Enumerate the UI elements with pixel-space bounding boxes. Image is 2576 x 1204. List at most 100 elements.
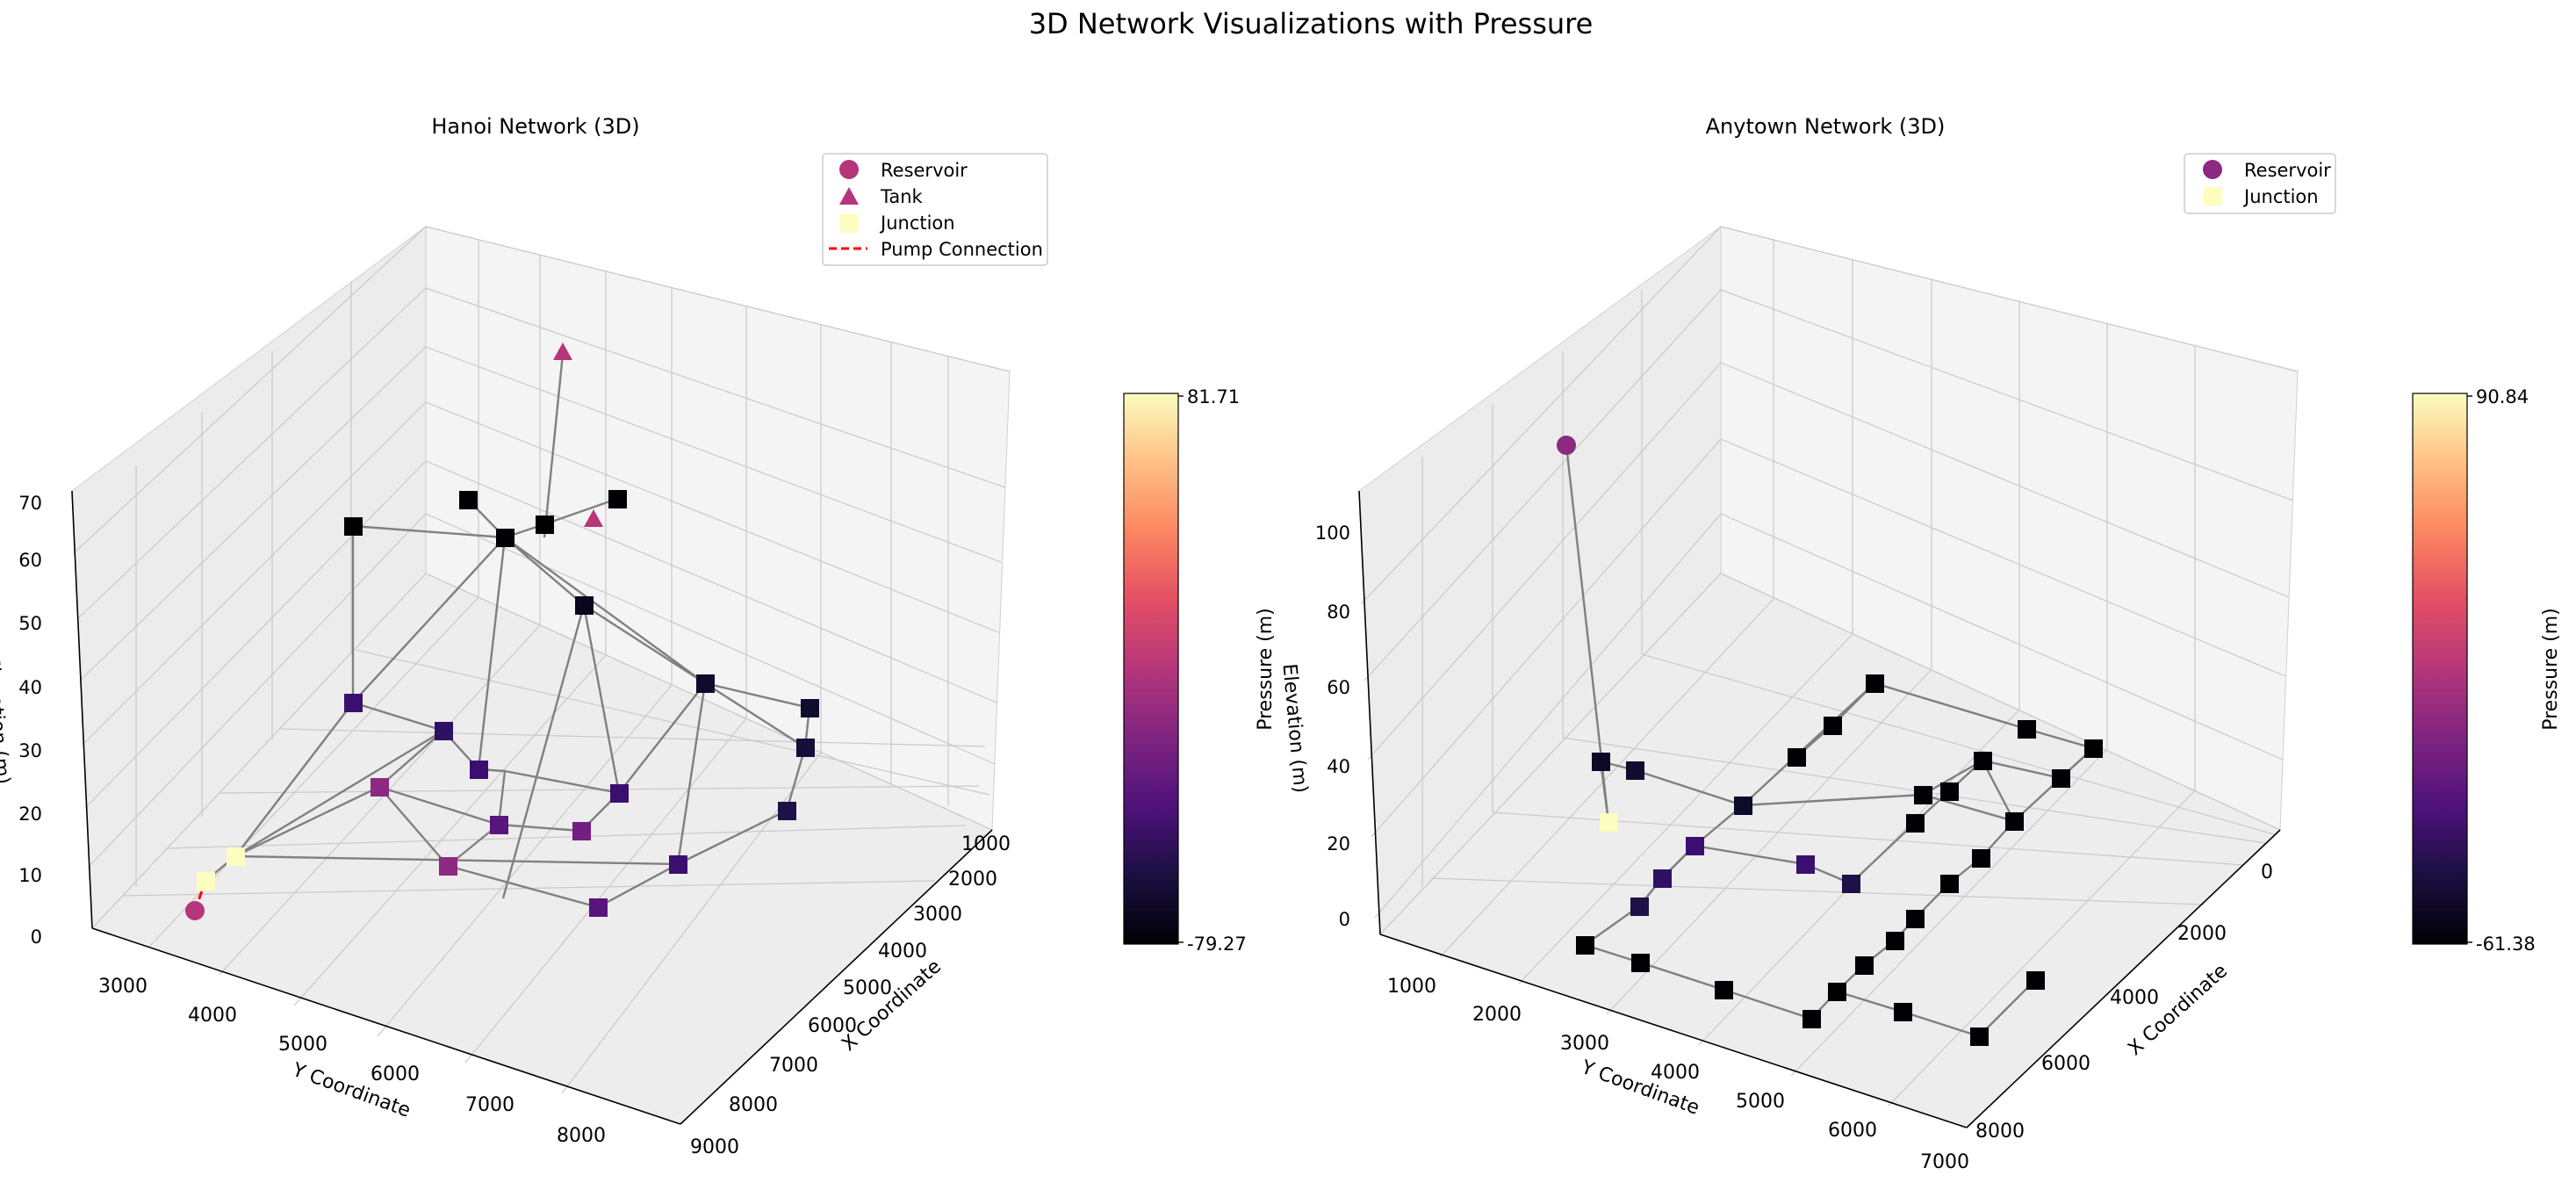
anytown-edge <box>1634 768 1744 807</box>
anytown-junction <box>1940 875 1959 893</box>
anytown-grid <box>1360 226 2299 1107</box>
hanoi-colorbar-label: Pressure (m) <box>1255 608 1277 731</box>
hanoi-edge <box>676 682 707 865</box>
anytown-legend-label: Reservoir <box>2244 160 2331 181</box>
anytown-x-tick-label: 6000 <box>2041 1053 2090 1075</box>
hanoi-edge <box>234 729 444 858</box>
anytown-legend-label: Junction <box>2242 186 2319 207</box>
anytown-edge <box>1742 793 1924 807</box>
legend-tank-marker <box>839 187 859 205</box>
hanoi-junction <box>572 822 591 840</box>
anytown-edge <box>1981 760 2016 822</box>
anytown-junction <box>1788 748 1806 767</box>
anytown-junction <box>1866 674 1884 693</box>
anytown-y-tick-label: 5000 <box>1736 1091 1785 1113</box>
legend-reservoir-marker <box>2203 160 2222 179</box>
anytown-junction <box>2084 739 2103 758</box>
hanoi-colorbar-max: 81.71 <box>1187 386 1240 407</box>
hanoi-edge <box>501 604 586 899</box>
hanoi-junction <box>610 784 629 803</box>
hanoi-junction <box>344 517 363 536</box>
hanoi-junction <box>589 898 608 917</box>
anytown-junction <box>1974 752 1992 770</box>
anytown-edge <box>1982 759 2062 780</box>
anytown-junction <box>1972 849 1990 868</box>
hanoi-junction <box>470 761 488 779</box>
anytown-title: Anytown Network (3D) <box>1706 114 1946 139</box>
hanoi-axes <box>71 490 993 1125</box>
hanoi-junction <box>435 722 453 740</box>
anytown-junction <box>1592 753 1610 771</box>
hanoi-edge <box>704 681 810 710</box>
hanoi-edge <box>477 537 507 770</box>
hanoi-junction <box>459 491 478 509</box>
anytown-edge <box>1922 759 1983 797</box>
anytown-junction <box>1626 761 1644 780</box>
hanoi-x-ticks: 1000 2000 3000 4000 5000 6000 7000 8000 … <box>690 833 1011 1158</box>
hanoi-edge <box>543 353 565 538</box>
anytown-junction <box>1940 782 1959 801</box>
hanoi-x-tick-label: 4000 <box>878 941 927 962</box>
hanoi-x-tick-label: 7000 <box>769 1055 818 1077</box>
hanoi-x-label: X Coordinate <box>838 955 946 1056</box>
hanoi-edge <box>498 823 582 833</box>
figure-title: 3D Network Visualizations with Pressure <box>1029 7 1594 40</box>
hanoi-junction <box>227 847 245 866</box>
anytown-x-tick-label: 0 <box>2261 862 2273 883</box>
hanoi-legend-frame <box>822 153 1048 266</box>
hanoi-junction <box>608 490 627 508</box>
anytown-y-tick-label: 3000 <box>1560 1033 1609 1055</box>
hanoi-junction <box>575 596 594 615</box>
hanoi-edge <box>234 702 354 857</box>
anytown-x-ticks: 0 2000 4000 6000 8000 <box>1975 862 2273 1143</box>
hanoi-grid <box>73 226 1011 1094</box>
hanoi-edge <box>352 701 444 732</box>
hanoi-tank <box>553 342 572 360</box>
anytown-junction <box>1630 898 1649 916</box>
anytown-junction <box>1600 813 1618 832</box>
anytown-z-label: Elevation (m) <box>1278 663 1312 794</box>
hanoi-junction <box>344 694 363 712</box>
anytown-edge <box>1850 822 1916 884</box>
hanoi-z-ticks: 0 10 20 30 40 50 60 70 <box>18 493 42 948</box>
hanoi-edge <box>497 770 507 825</box>
anytown-junction <box>1802 1010 1821 1028</box>
anytown-colorbar-label: Pressure (m) <box>2540 608 2562 731</box>
hanoi-edge <box>352 524 506 539</box>
anytown-y-tick-label: 4000 <box>1651 1062 1700 1084</box>
hanoi-edge <box>677 809 788 866</box>
hanoi-z-tick-label: 10 <box>18 865 42 886</box>
hanoi-legend-label: Pump Connection <box>881 239 1043 260</box>
anytown-junction <box>1886 932 1904 950</box>
anytown-colorbar-max: 90.84 <box>2476 386 2529 407</box>
hanoi-colorbar-fill <box>1123 393 1179 945</box>
hanoi-panel: Hanoi Network (3D) <box>0 114 1277 1158</box>
hanoi-x-tick-label: 2000 <box>948 869 997 890</box>
hanoi-z-tick-label: 60 <box>18 550 42 571</box>
hanoi-junction <box>371 778 389 797</box>
anytown-junction <box>1576 936 1594 955</box>
hanoi-junction <box>796 739 815 757</box>
anytown-edge <box>1836 990 1903 1013</box>
anytown-y-tick-label: 1000 <box>1387 976 1436 998</box>
hanoi-legend: Reservoir Tank Junction Pump Connection <box>822 153 1048 266</box>
anytown-junction <box>1894 1003 1912 1021</box>
hanoi-colorbar: 81.71 -79.27 Pressure (m) <box>1123 386 1277 955</box>
anytown-colorbar-fill <box>2412 393 2468 945</box>
anytown-z-tick-label: 40 <box>1327 756 1350 777</box>
anytown-junction <box>1842 875 1860 893</box>
anytown-y-tick-label: 2000 <box>1472 1004 1522 1026</box>
hanoi-y-tick-label: 8000 <box>557 1125 606 1147</box>
anytown-x-tick-label: 8000 <box>1975 1121 2025 1143</box>
hanoi-edge <box>352 537 506 703</box>
hanoi-edge <box>704 681 806 749</box>
hanoi-colorbar-min: -79.27 <box>1187 934 1247 955</box>
hanoi-z-tick-label: 30 <box>18 740 42 761</box>
hanoi-edge <box>504 769 620 795</box>
hanoi-edge <box>378 786 449 867</box>
legend-reservoir-marker <box>839 160 859 179</box>
hanoi-edge <box>378 730 444 788</box>
anytown-junction <box>1855 956 1874 975</box>
hanoi-edge <box>378 785 500 826</box>
